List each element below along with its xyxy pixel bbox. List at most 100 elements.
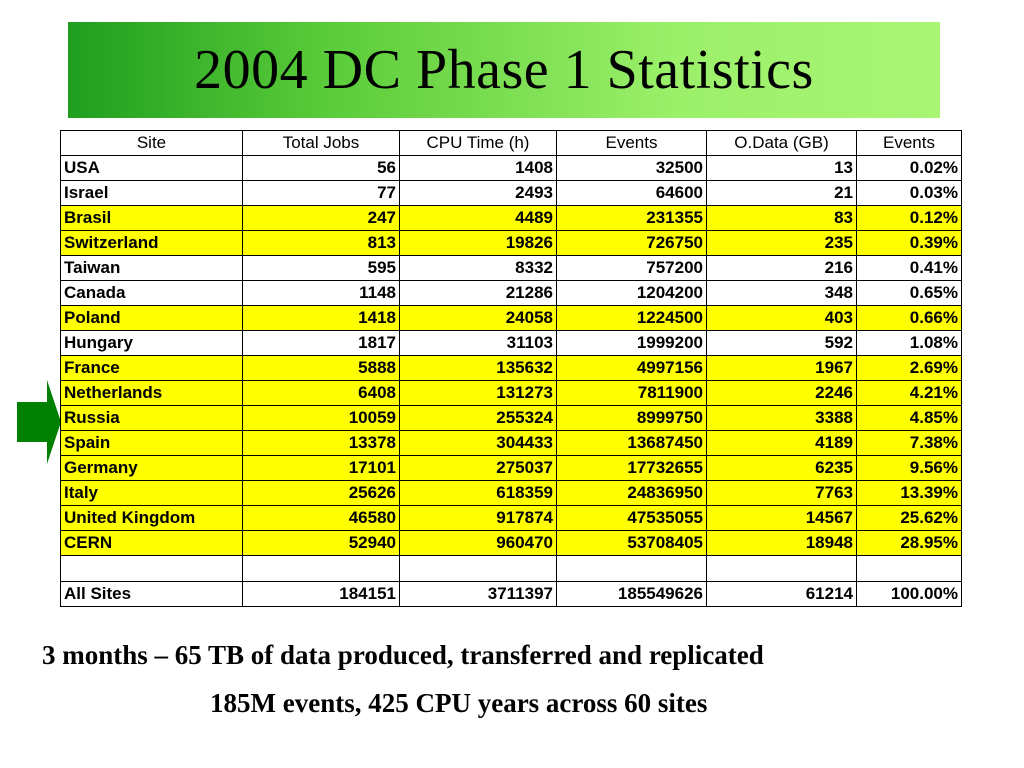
cell-total-jobs: 6408 <box>242 380 400 406</box>
cell-events-percent: 28.95% <box>856 530 962 556</box>
cell-cpu-time: 131273 <box>399 380 557 406</box>
cell-events-percent: 0.66% <box>856 305 962 331</box>
table-row: Switzerland 813 19826 726750 235 0.39% <box>60 230 962 256</box>
header-output-data: O.Data (GB) <box>706 130 857 156</box>
cell-output-data: 348 <box>706 280 857 306</box>
cell-events: 32500 <box>556 155 707 181</box>
cell-events-percent: 9.56% <box>856 455 962 481</box>
cell-events: 1224500 <box>556 305 707 331</box>
cell-events-percent: 0.41% <box>856 255 962 281</box>
table-row: United Kingdom 46580 917874 47535055 14567 25… <box>60 505 962 531</box>
table-row: Russia 10059 255324 8999750 3388 4.85% <box>60 405 962 431</box>
table-row: Hungary 1817 31103 1999200 592 1.08% <box>60 330 962 356</box>
cell-total-jobs: 25626 <box>242 480 400 506</box>
cell-site: Netherlands <box>60 380 243 406</box>
table-row: Netherlands 6408 131273 7811900 2246 4.21% <box>60 380 962 406</box>
cell-cpu-time: 618359 <box>399 480 557 506</box>
table-row: Israel 77 2493 64600 21 0.03% <box>60 180 962 206</box>
slide-title: 2004 DC Phase 1 Statistics <box>194 39 814 101</box>
cell-output-data <box>706 555 857 582</box>
cell-site: Hungary <box>60 330 243 356</box>
cell-events: 185549626 <box>556 581 707 607</box>
cell-total-jobs: 5888 <box>242 355 400 381</box>
cell-output-data: 7763 <box>706 480 857 506</box>
cell-events: 1999200 <box>556 330 707 356</box>
table-row: Taiwan 595 8332 757200 216 0.41% <box>60 255 962 281</box>
cell-events: 47535055 <box>556 505 707 531</box>
cell-cpu-time: 135632 <box>399 355 557 381</box>
cell-site: France <box>60 355 243 381</box>
cell-cpu-time: 24058 <box>399 305 557 331</box>
cell-events-percent: 7.38% <box>856 430 962 456</box>
cell-total-jobs: 77 <box>242 180 400 206</box>
cell-output-data: 18948 <box>706 530 857 556</box>
cell-site: All Sites <box>60 581 243 607</box>
cell-site: Russia <box>60 405 243 431</box>
cell-events-percent: 2.69% <box>856 355 962 381</box>
cell-events-percent: 0.12% <box>856 205 962 231</box>
cell-total-jobs <box>242 555 400 582</box>
cell-cpu-time: 1408 <box>399 155 557 181</box>
cell-events-percent: 4.85% <box>856 405 962 431</box>
cell-total-jobs: 46580 <box>242 505 400 531</box>
cell-site: Poland <box>60 305 243 331</box>
cell-events: 64600 <box>556 180 707 206</box>
cell-output-data: 6235 <box>706 455 857 481</box>
table-spacer-row <box>60 555 962 582</box>
cell-cpu-time: 31103 <box>399 330 557 356</box>
title-banner: 2004 DC Phase 1 Statistics <box>68 22 940 118</box>
cell-cpu-time: 19826 <box>399 230 557 256</box>
cell-total-jobs: 1148 <box>242 280 400 306</box>
table-row: Italy 25626 618359 24836950 7763 13.39% <box>60 480 962 506</box>
cell-events-percent: 4.21% <box>856 380 962 406</box>
header-events-percent: Events <box>856 130 962 156</box>
cell-events <box>556 555 707 582</box>
cell-site <box>60 555 243 582</box>
header-events: Events <box>556 130 707 156</box>
cell-total-jobs: 813 <box>242 230 400 256</box>
cell-events: 726750 <box>556 230 707 256</box>
cell-output-data: 3388 <box>706 405 857 431</box>
cell-events-percent <box>856 555 962 582</box>
cell-cpu-time: 8332 <box>399 255 557 281</box>
cell-events: 8999750 <box>556 405 707 431</box>
cell-events: 13687450 <box>556 430 707 456</box>
header-total-jobs: Total Jobs <box>242 130 400 156</box>
cell-cpu-time: 960470 <box>399 530 557 556</box>
cell-cpu-time: 275037 <box>399 455 557 481</box>
cell-site: Taiwan <box>60 255 243 281</box>
cell-events-percent: 0.02% <box>856 155 962 181</box>
table-body: USA 56 1408 32500 13 0.02% Israel 77 2493 64600 21… <box>60 155 962 607</box>
cell-output-data: 21 <box>706 180 857 206</box>
header-cpu-time: CPU Time (h) <box>399 130 557 156</box>
cell-site: USA <box>60 155 243 181</box>
cell-total-jobs: 13378 <box>242 430 400 456</box>
cell-output-data: 13 <box>706 155 857 181</box>
cell-output-data: 235 <box>706 230 857 256</box>
summary-line-1: 3 months – 65 TB of data produced, trans… <box>42 640 764 670</box>
cell-output-data: 61214 <box>706 581 857 607</box>
cell-cpu-time: 4489 <box>399 205 557 231</box>
cell-total-jobs: 1817 <box>242 330 400 356</box>
table-row: France 5888 135632 4997156 1967 2.69% <box>60 355 962 381</box>
cell-events: 4997156 <box>556 355 707 381</box>
cell-output-data: 216 <box>706 255 857 281</box>
cell-site: Germany <box>60 455 243 481</box>
cell-total-jobs: 1418 <box>242 305 400 331</box>
cell-cpu-time: 21286 <box>399 280 557 306</box>
cell-events-percent: 13.39% <box>856 480 962 506</box>
cell-site: United Kingdom <box>60 505 243 531</box>
cell-total-jobs: 56 <box>242 155 400 181</box>
cell-total-jobs: 247 <box>242 205 400 231</box>
table-row: Poland 1418 24058 1224500 403 0.66% <box>60 305 962 331</box>
statistics-table: Site Total Jobs CPU Time (h) Events O.Da… <box>60 130 962 607</box>
table-row: Germany 17101 275037 17732655 6235 9.56% <box>60 455 962 481</box>
cell-events-percent: 0.65% <box>856 280 962 306</box>
cell-output-data: 14567 <box>706 505 857 531</box>
cell-events-percent: 1.08% <box>856 330 962 356</box>
cell-total-jobs: 10059 <box>242 405 400 431</box>
cell-events: 24836950 <box>556 480 707 506</box>
cell-cpu-time: 2493 <box>399 180 557 206</box>
cell-total-jobs: 52940 <box>242 530 400 556</box>
